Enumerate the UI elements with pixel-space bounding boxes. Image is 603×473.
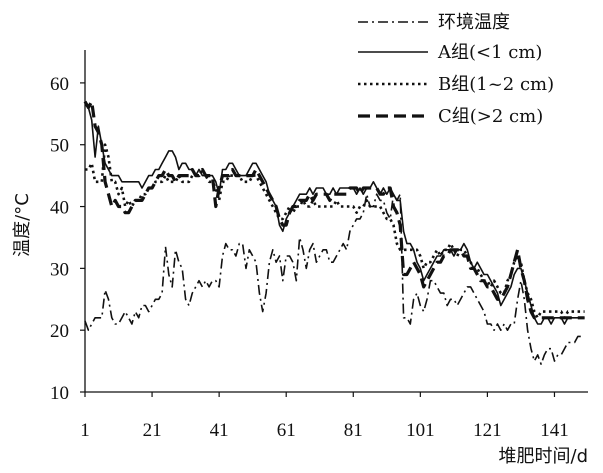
series-line-2: [85, 143, 585, 320]
x-tick-label: 141: [540, 420, 569, 441]
x-tick-label: 21: [143, 420, 162, 441]
y-tick-label: 50: [50, 136, 69, 157]
x-axis-label: 堆肥时间/d: [499, 446, 589, 467]
y-tick-label: 30: [50, 259, 69, 280]
x-tick-label: 101: [406, 420, 435, 441]
legend-label-0: 环境温度: [438, 12, 510, 33]
y-tick-label: 10: [50, 383, 69, 404]
legend-label-3: C组(>2 cm): [438, 106, 543, 127]
x-tick-label: 81: [344, 420, 363, 441]
series-layer: [83, 99, 585, 366]
x-tick-label: 1: [80, 420, 90, 441]
y-tick-label: 20: [50, 321, 69, 342]
y-tick-label: 40: [50, 198, 69, 219]
y-tick-label: 60: [50, 74, 69, 95]
legend: 环境温度 A组(<1 cm) B组(1~2 cm) C组(>2 cm): [358, 12, 554, 127]
legend-label-2: B组(1~2 cm): [438, 74, 554, 95]
y-axis-label: 温度/°C: [12, 193, 33, 257]
x-tick-label: 61: [277, 420, 296, 441]
legend-label-1: A组(<1 cm): [437, 42, 542, 63]
series-line-0: [84, 193, 585, 366]
series-line-3: [83, 99, 585, 320]
x-tick-label: 121: [473, 420, 502, 441]
x-tick-label: 41: [210, 420, 229, 441]
series-line-1: [84, 103, 585, 325]
